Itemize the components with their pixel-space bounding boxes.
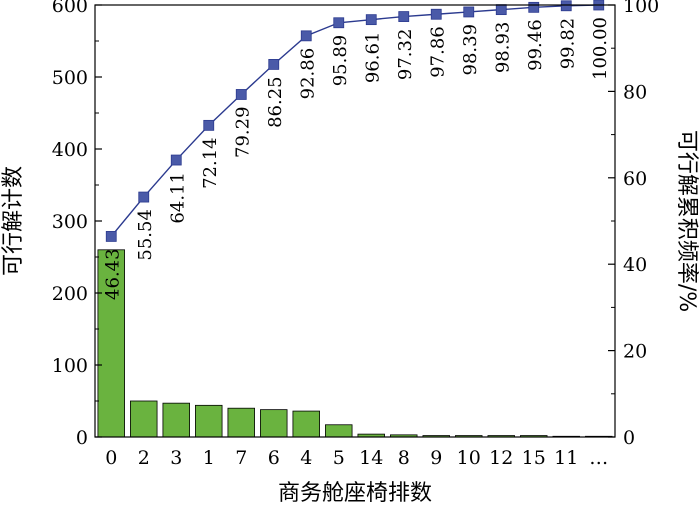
data-label-11: 99.82 bbox=[557, 18, 578, 70]
x-tick-label: 9 bbox=[430, 447, 442, 469]
x-tick-label: 10 bbox=[457, 447, 481, 469]
right-tick-label: 0 bbox=[623, 427, 635, 449]
data-label-…: 100.00 bbox=[590, 17, 611, 80]
data-label-2: 55.54 bbox=[135, 209, 156, 261]
data-label-9: 97.86 bbox=[427, 26, 448, 78]
right-axis-title: 可行解累积频率/% bbox=[674, 130, 699, 312]
left-tick-label: 400 bbox=[52, 139, 88, 161]
x-tick-label: 11 bbox=[554, 447, 578, 469]
right-tick-label: 20 bbox=[623, 341, 647, 363]
right-tick-label: 40 bbox=[623, 254, 647, 276]
left-axis-title: 可行解计数 bbox=[1, 166, 26, 276]
line-marker-9 bbox=[430, 8, 442, 20]
x-tick-label: 14 bbox=[359, 447, 383, 469]
line-marker-7 bbox=[235, 89, 247, 100]
data-label-6: 86.25 bbox=[265, 76, 286, 128]
x-tick-label: 8 bbox=[398, 447, 410, 469]
left-tick-label: 500 bbox=[52, 67, 88, 89]
bar-1 bbox=[195, 404, 223, 438]
bar-5 bbox=[325, 424, 353, 438]
line-marker-2 bbox=[138, 191, 150, 203]
line-marker-4 bbox=[300, 30, 312, 42]
line-marker-11 bbox=[560, 0, 572, 12]
line-marker-5 bbox=[333, 17, 345, 29]
cumulative-frequency-line bbox=[110, 4, 599, 237]
x-tick-label: 6 bbox=[268, 447, 280, 469]
x-tick-label: 0 bbox=[105, 447, 117, 469]
x-tick-label: … bbox=[589, 447, 608, 469]
data-label-12: 98.93 bbox=[492, 22, 513, 74]
left-tick-label: 200 bbox=[52, 283, 88, 305]
right-tick-label: 100 bbox=[623, 0, 659, 17]
left-tick-label: 100 bbox=[52, 355, 88, 377]
line-marker-12 bbox=[495, 4, 507, 16]
left-axis: 0 100 200 300 400 500 600 bbox=[52, 0, 102, 449]
line-marker-1 bbox=[203, 119, 215, 131]
right-tick-label: 80 bbox=[623, 81, 647, 103]
x-axis-title: 商务舱座椅排数 bbox=[278, 481, 432, 505]
bar-3 bbox=[162, 402, 190, 438]
x-tick-label: 2 bbox=[138, 447, 150, 469]
bar-4 bbox=[292, 410, 320, 438]
bars-layer bbox=[97, 249, 613, 438]
data-label-15: 99.46 bbox=[525, 19, 546, 71]
data-label-3: 64.11 bbox=[167, 172, 188, 224]
x-tick-label: 12 bbox=[489, 447, 513, 469]
data-label-14: 96.61 bbox=[362, 32, 383, 84]
data-label-5: 95.89 bbox=[330, 35, 351, 87]
data-label-7: 79.29 bbox=[232, 106, 253, 158]
bar-6 bbox=[260, 409, 288, 438]
data-label-8: 97.32 bbox=[395, 29, 416, 81]
bar-0 bbox=[97, 249, 125, 438]
right-tick-label: 60 bbox=[623, 168, 647, 190]
line-marker-8 bbox=[398, 11, 410, 22]
data-label-10: 98.39 bbox=[460, 24, 481, 76]
left-tick-label: 300 bbox=[52, 211, 88, 233]
line-marker-14 bbox=[365, 14, 377, 26]
x-tick-label: 4 bbox=[300, 447, 312, 469]
right-axis: 0 20 40 60 80 100 bbox=[608, 0, 659, 449]
data-label-0: 46.43 bbox=[102, 248, 123, 300]
line-marker-0 bbox=[105, 231, 117, 242]
line-marker-3 bbox=[170, 154, 182, 166]
bar-7 bbox=[227, 407, 255, 438]
x-tick-label: 15 bbox=[522, 447, 546, 469]
line-marker-10 bbox=[463, 6, 475, 18]
data-label-1: 72.14 bbox=[200, 137, 221, 189]
x-tick-label: 3 bbox=[170, 447, 182, 469]
line-marker-15 bbox=[528, 1, 540, 13]
data-label-4: 92.86 bbox=[297, 48, 318, 100]
line-marker-6 bbox=[268, 59, 280, 70]
x-tick-label: 5 bbox=[333, 447, 345, 469]
x-tick-label: 1 bbox=[203, 447, 215, 469]
x-axis: 0 2 3 1 7 6 4 5 14 8 9 10 12 15 11 … bbox=[105, 447, 608, 469]
data-labels-layer: 46.43 55.54 64.11 72.14 79.29 86.25 92.86 95.89… bbox=[102, 17, 611, 300]
left-tick-label: 600 bbox=[52, 0, 88, 17]
left-tick-label: 0 bbox=[76, 427, 88, 449]
line-layer bbox=[105, 0, 605, 242]
x-tick-label: 7 bbox=[235, 447, 247, 469]
bar-2 bbox=[130, 400, 158, 438]
